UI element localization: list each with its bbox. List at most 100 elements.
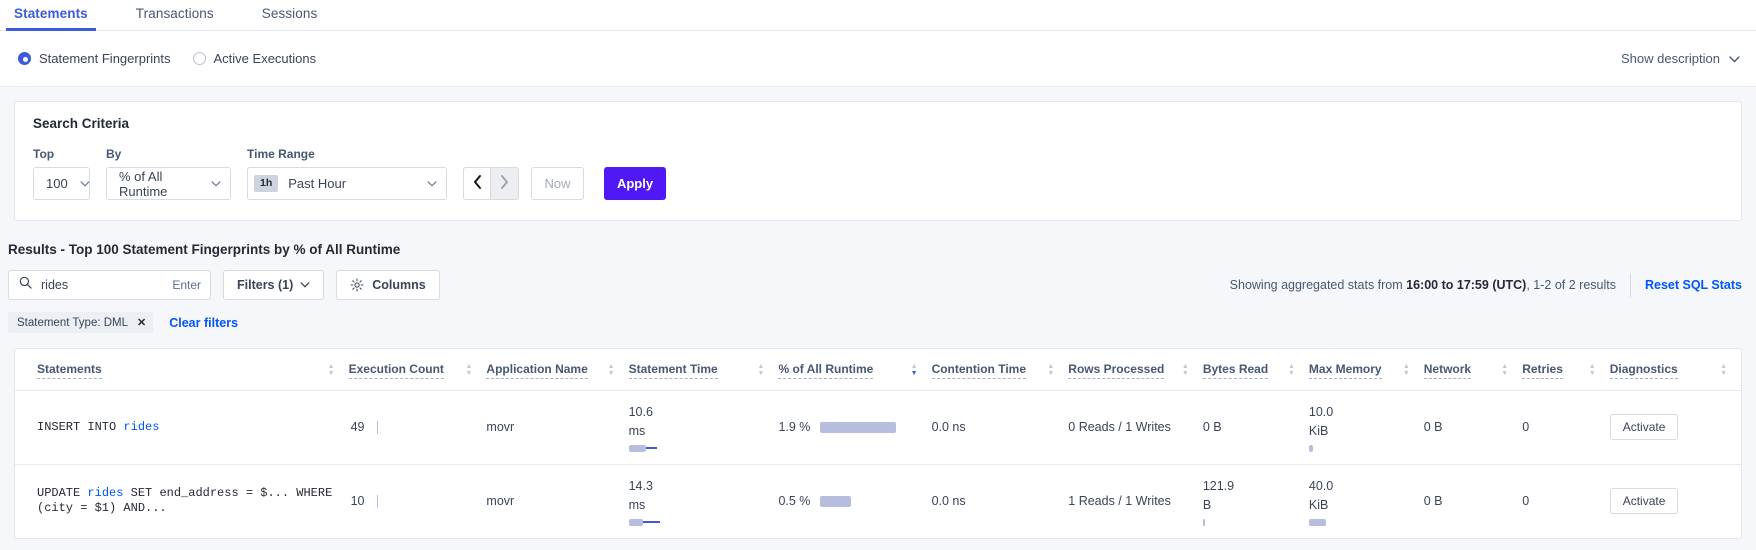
top-label: Top <box>33 147 55 161</box>
cell-bytes-read: 121.9 B <box>1202 464 1309 537</box>
chevron-down-icon <box>415 178 437 190</box>
tab-sessions[interactable]: Sessions <box>262 0 318 30</box>
cell-retries: 0 <box>1522 494 1530 509</box>
by-select[interactable]: % of All Runtime <box>106 167 231 200</box>
col-header-retries-label: Retries <box>1522 362 1563 379</box>
col-header-statements-label: Statements <box>37 362 102 379</box>
field-by: By % of All Runtime <box>106 147 231 200</box>
columns-button[interactable]: Columns <box>336 270 440 300</box>
search-criteria-title: Search Criteria <box>33 116 130 131</box>
col-header-rows-processed[interactable]: Rows Processed ▲ ▼ <box>1068 349 1203 391</box>
execution-count-value: 49 <box>350 420 365 435</box>
sort-icon[interactable]: ▲ ▼ <box>1047 363 1055 377</box>
table-row[interactable]: UPDATE rides SET end_address = $... WHER… <box>15 464 1741 537</box>
bytes-read-value: 121.9 <box>1202 478 1235 493</box>
bytes-read-unit: B <box>1202 498 1212 513</box>
cell-statement[interactable]: UPDATE rides SET end_address = $... WHER… <box>15 464 349 537</box>
apply-button[interactable]: Apply <box>604 167 666 200</box>
filters-label: Filters (1) <box>237 278 294 292</box>
tab-statements[interactable]: Statements <box>6 0 96 31</box>
col-header-statement-time-label: Statement Time <box>628 362 718 379</box>
sort-icon[interactable]: ▲ ▼ <box>1720 363 1727 377</box>
sort-icon[interactable]: ▲ ▼ <box>327 363 335 377</box>
sort-icon[interactable]: ▲ ▼ <box>1287 363 1295 377</box>
col-header-execution-count[interactable]: Execution Count ▲ ▼ <box>348 349 487 391</box>
sort-icon[interactable]: ▲ ▼ <box>1402 363 1410 377</box>
cell-statement[interactable]: INSERT INTO rides <box>15 390 349 465</box>
statement-prefix: INSERT INTO <box>37 419 124 434</box>
tab-transactions[interactable]: Transactions <box>136 0 214 30</box>
col-header-retries[interactable]: Retries ▲ ▼ <box>1522 349 1610 391</box>
radio-active-executions-label: Active Executions <box>213 51 317 66</box>
reset-sql-stats-link[interactable]: Reset SQL Stats <box>1644 278 1742 292</box>
statement-prefix: UPDATE <box>37 486 88 501</box>
cell-statement-time: 10.6 ms <box>628 390 779 465</box>
now-button[interactable]: Now <box>531 167 584 200</box>
showing-range: 16:00 to 17:59 (UTC) <box>1406 278 1527 292</box>
col-header-max-memory[interactable]: Max Memory ▲ ▼ <box>1308 349 1424 391</box>
col-header-pct-runtime[interactable]: % of All Runtime ▲ ▼ <box>778 349 932 391</box>
tab-sessions-label: Sessions <box>261 6 318 21</box>
bytes-read-value: 0 B <box>1202 419 1222 434</box>
time-nav-group <box>463 167 519 200</box>
top-value: 100 <box>46 176 68 191</box>
cell-rows-processed: 1 Reads / 1 Writes <box>1068 494 1171 509</box>
chevron-down-icon <box>1729 51 1740 66</box>
col-header-bytes-read[interactable]: Bytes Read ▲ ▼ <box>1202 349 1309 391</box>
top-select[interactable]: 100 <box>33 167 90 200</box>
statement-time-value: 14.3 <box>628 478 653 493</box>
radio-statement-fingerprints[interactable]: Statement Fingerprints <box>18 51 171 66</box>
sort-icon[interactable]: ▲ ▼ <box>1588 363 1596 377</box>
col-header-contention-time[interactable]: Contention Time ▲ ▼ <box>931 349 1069 391</box>
col-header-contention-time-label: Contention Time <box>931 362 1027 379</box>
time-prev-button[interactable] <box>463 167 491 200</box>
sort-icon[interactable]: ▲ ▼ <box>465 363 473 377</box>
col-header-network[interactable]: Network ▲ ▼ <box>1423 349 1523 391</box>
show-description-toggle[interactable]: Show description <box>1621 51 1740 66</box>
max-memory-unit: KiB <box>1308 424 1329 439</box>
col-header-statement-time[interactable]: Statement Time ▲ ▼ <box>628 349 779 391</box>
cell-diagnostics: Activate <box>1609 464 1741 537</box>
cell-statement-time: 14.3 ms <box>628 464 779 537</box>
statement-time-unit: ms <box>628 424 646 439</box>
max-memory-unit: KiB <box>1308 498 1329 513</box>
cell-execution-count: 49 <box>348 390 487 465</box>
search-input[interactable]: rides Enter <box>8 270 211 300</box>
activate-diagnostics-button[interactable]: Activate <box>1609 414 1679 441</box>
col-header-application-name[interactable]: Application Name ▲ ▼ <box>486 349 629 391</box>
sort-icon[interactable]: ▲ ▼ <box>1181 363 1189 377</box>
col-header-max-memory-label: Max Memory <box>1308 362 1382 379</box>
statement-time-bar <box>628 518 779 526</box>
col-header-statements[interactable]: Statements ▲ ▼ <box>15 349 349 391</box>
search-criteria-fields: Top 100 By % of All Runtime <box>33 147 1723 200</box>
max-memory-bar <box>1308 518 1424 526</box>
pct-runtime-bar <box>820 421 897 433</box>
chevron-down-icon <box>68 178 90 190</box>
search-icon <box>19 276 32 294</box>
cell-application-name: movr <box>486 390 629 465</box>
sort-icon[interactable]: ▲ ▼ <box>607 363 615 377</box>
time-range-select[interactable]: 1h Past Hour <box>247 167 447 200</box>
sort-icon-active[interactable]: ▲ ▼ <box>910 363 918 377</box>
columns-label: Columns <box>372 278 426 292</box>
radio-active-executions[interactable]: Active Executions <box>192 51 317 66</box>
col-header-execution-count-label: Execution Count <box>348 362 444 379</box>
chevron-down-icon <box>300 280 310 291</box>
pct-runtime-value: 0.5 % <box>778 494 811 509</box>
activate-diagnostics-button[interactable]: Activate <box>1609 488 1679 515</box>
time-next-button[interactable] <box>491 167 519 200</box>
now-label: Now <box>544 176 571 191</box>
filters-button[interactable]: Filters (1) <box>223 270 325 300</box>
time-range-value: Past Hour <box>288 176 347 191</box>
filter-chip-statement-type[interactable]: Statement Type: DML ✕ <box>8 312 154 333</box>
close-icon[interactable]: ✕ <box>137 317 147 329</box>
statements-table: Statements ▲ ▼ Execution Count ▲ ▼ Applica… <box>15 349 1741 538</box>
col-header-diagnostics[interactable]: Diagnostics ▲ ▼ <box>1609 349 1741 391</box>
tab-transactions-label: Transactions <box>135 6 214 21</box>
sort-icon[interactable]: ▲ ▼ <box>757 363 765 377</box>
clear-filters-link[interactable]: Clear filters <box>169 315 239 330</box>
cell-network: 0 B <box>1423 494 1443 509</box>
filter-chip-label: Statement Type: DML <box>17 316 129 329</box>
sort-icon[interactable]: ▲ ▼ <box>1501 363 1509 377</box>
table-row[interactable]: INSERT INTO rides 49 movr 10.6 ms 1.9 % 0… <box>15 390 1741 465</box>
